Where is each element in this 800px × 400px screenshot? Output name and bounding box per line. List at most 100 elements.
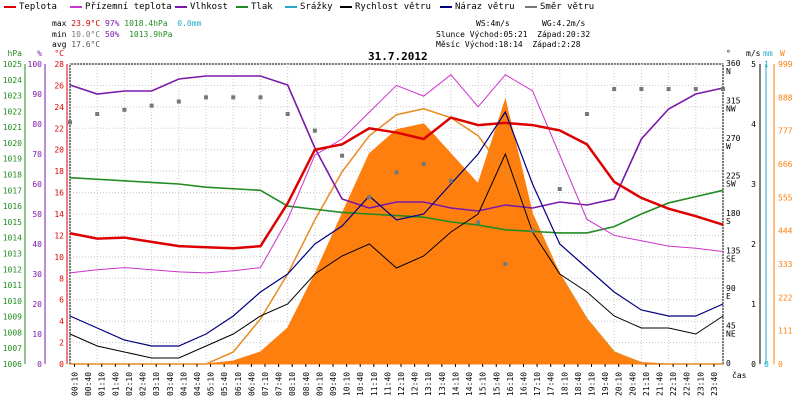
legend-item-vlhkost: Vlhkost — [175, 2, 228, 12]
wind-direction-point — [95, 112, 100, 116]
axis-tick-time: 17:40 — [547, 372, 556, 396]
stats-sun: Slunce Východ:05:21 Západ:20:32 — [436, 30, 591, 39]
wind-direction-point — [122, 107, 127, 112]
axis-tick-time: 03:10 — [152, 372, 161, 396]
chart-title: 31.7.2012 — [368, 50, 428, 63]
axis-tick-time: 20:40 — [628, 372, 637, 396]
axis-tick-dir-deg: 225 — [726, 172, 741, 181]
axis-tick-hpa: 1014 — [3, 234, 22, 243]
axis-tick-time: 04:10 — [179, 372, 188, 396]
wind-direction-point — [693, 87, 698, 91]
axis-tick-time: 18:40 — [574, 372, 583, 396]
axis-tick-time: 07:40 — [275, 372, 284, 396]
axis-tick-w: 555 — [778, 193, 793, 202]
axis-tick-c: 12 — [54, 231, 64, 240]
axis-tick-ms: 0 — [751, 360, 756, 369]
axis-tick-c: 22 — [54, 124, 64, 133]
axis-unit-w: W — [780, 49, 785, 58]
legend-item-smer-vetru: Směr větru — [525, 2, 594, 12]
axis-tick-c: 24 — [54, 103, 64, 112]
axis-tick-pct: 40 — [32, 240, 42, 249]
axis-tick-w: 444 — [778, 227, 793, 236]
axis-tick-c: 2 — [59, 339, 64, 348]
axis-tick-time: 01:40 — [111, 372, 120, 396]
axis-tick-dir-name: N — [726, 67, 731, 76]
axis-tick-hpa: 1013 — [3, 249, 22, 258]
axis-tick-c: 14 — [54, 210, 64, 219]
wind-direction-point — [149, 103, 154, 108]
axis-tick-time: 23:10 — [696, 372, 705, 396]
stats-moon: Měsíc Východ:18:14 Západ:2:28 — [436, 40, 581, 49]
axis-tick-w: 333 — [778, 260, 793, 269]
axis-tick-time: 20:10 — [615, 372, 624, 396]
axis-tick-time: 13:10 — [424, 372, 433, 396]
axis-tick-time: 16:40 — [519, 372, 528, 396]
axis-tick-time: 11:40 — [383, 372, 392, 396]
legend-item-srazky: Srážky — [285, 2, 333, 12]
stats-max: max 23.9°C 97% 1018.4hPa 0.0mm — [52, 19, 202, 28]
axis-tick-dir-name: S — [726, 217, 731, 226]
axis-tick-time: 14:40 — [465, 372, 474, 396]
wind-direction-point — [476, 220, 481, 225]
axis-tick-time: 22:10 — [669, 372, 678, 396]
axis-label-time: čas — [732, 370, 747, 380]
axis-tick-hpa: 1009 — [3, 313, 22, 322]
axis-tick-time: 02:40 — [139, 372, 148, 396]
axis-tick-ms: 1 — [751, 300, 756, 309]
axis-tick-time: 15:40 — [492, 372, 501, 396]
axis-tick-time: 01:10 — [98, 372, 107, 396]
axis-unit-mm: mm — [763, 49, 773, 58]
legend-item-rychlost-vetru: Rychlost větru — [340, 2, 431, 12]
wind-direction-point — [421, 162, 426, 166]
axis-tick-time: 04:40 — [193, 372, 202, 396]
axis-tick-c: 8 — [59, 274, 64, 283]
axis-unit-hpa: hPa — [8, 49, 23, 58]
wind-direction-point — [176, 99, 181, 104]
axis-tick-c: 20 — [54, 146, 64, 155]
axis-tick-time: 05:10 — [207, 372, 216, 396]
legend-item-tlak: Tlak — [236, 2, 273, 12]
axis-tick-dir-name: E — [726, 292, 731, 301]
axis-tick-dir-name: W — [726, 142, 731, 151]
axis-tick-pct: 20 — [32, 300, 42, 309]
series-naraz-vetru — [69, 110, 724, 347]
wind-direction-point — [612, 87, 617, 91]
axis-tick-w: 111 — [778, 327, 793, 336]
axis-tick-ms: 3 — [751, 180, 756, 189]
axis-tick-hpa: 1006 — [3, 360, 22, 369]
axis-tick-hpa: 1018 — [3, 171, 22, 180]
series-teplota — [69, 116, 724, 250]
axis-tick-hpa: 1008 — [3, 328, 22, 337]
axis-tick-time: 19:40 — [601, 372, 610, 396]
series-vlhkost — [69, 75, 724, 212]
wind-direction-point — [68, 120, 72, 125]
axis-tick-c: 16 — [54, 189, 64, 198]
axis-tick-time: 17:10 — [533, 372, 542, 396]
axis-tick-dir-name: NW — [726, 105, 736, 114]
axis-tick-mm: 1 — [764, 60, 769, 69]
axis-tick-time: 05:40 — [220, 372, 229, 396]
axis-tick-w: 0 — [778, 360, 783, 369]
axis-tick-hpa: 1021 — [3, 123, 22, 132]
axis-tick-c: 10 — [54, 253, 64, 262]
axis-tick-dir-deg: 360 — [726, 59, 741, 68]
axis-tick-mm: 0 — [764, 360, 769, 369]
axis-tick-hpa: 1016 — [3, 202, 22, 211]
wind-direction-point — [285, 112, 290, 116]
wind-direction-point — [258, 95, 263, 100]
axis-tick-dir-deg: 90 — [726, 284, 736, 293]
stats-avg: avg 17.6°C — [52, 40, 101, 49]
axis-tick-time: 19:10 — [587, 372, 596, 396]
axis-tick-pct: 30 — [32, 270, 42, 279]
axis-tick-c: 26 — [54, 81, 64, 90]
axis-tick-hpa: 1020 — [3, 139, 22, 148]
axis-tick-pct: 60 — [32, 180, 42, 189]
wind-direction-point — [721, 87, 725, 91]
axis-tick-hpa: 1007 — [3, 344, 22, 353]
wind-direction-point — [312, 128, 317, 133]
wind-direction-point — [639, 87, 644, 91]
wind-direction-point — [530, 228, 535, 233]
axis-tick-pct: 0 — [37, 360, 42, 369]
axis-tick-time: 07:10 — [261, 372, 270, 396]
